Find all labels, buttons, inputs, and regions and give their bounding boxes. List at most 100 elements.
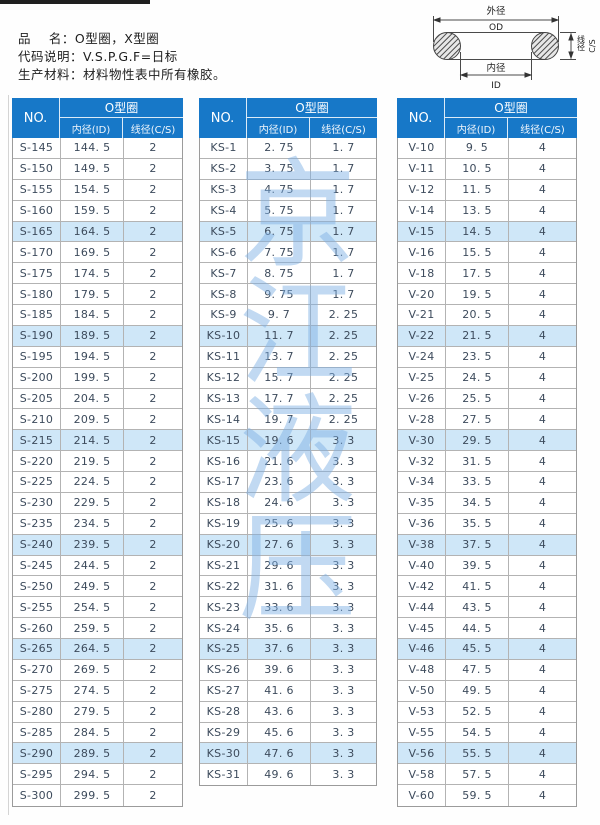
- cell-inner-diameter: 234. 5: [61, 513, 124, 534]
- cell-cross-section: 4: [538, 538, 547, 552]
- cell-cross-section: 2: [149, 204, 157, 218]
- cell-model-no: V-42: [398, 576, 446, 597]
- table-row: V-30 29. 5 4: [398, 430, 576, 452]
- cell-cross-section: 1. 7: [332, 287, 355, 301]
- cell-model-no: KS-7: [200, 263, 248, 284]
- cell-inner-diameter: 45. 5: [446, 639, 509, 659]
- cell-cross-section: 2: [149, 538, 157, 552]
- cell-cross-section: 1. 7: [332, 183, 355, 197]
- cell-cross-section: 2: [149, 224, 157, 238]
- table-row: V-36 35. 5 4: [398, 513, 576, 535]
- table-row: S-230 229. 5 2: [13, 492, 182, 514]
- cell-cross-section: 2: [149, 329, 157, 343]
- table-row: V-45 44. 5 4: [398, 618, 576, 639]
- cell-cross-section: 3. 3: [332, 454, 355, 468]
- cell-cross-section: 3. 3: [332, 475, 355, 489]
- cell-model-no: S-155: [13, 179, 61, 200]
- cell-model-no: S-230: [13, 492, 61, 513]
- cell-cross-section: 2: [149, 141, 157, 155]
- cell-inner-diameter: 159. 5: [61, 200, 124, 221]
- oring-dimension-diagram: 外径 OD 内径 ID 线径 C/S: [432, 5, 597, 91]
- cell-cross-section: 2: [149, 642, 157, 656]
- cell-cross-section: 4: [538, 663, 547, 677]
- table-row: S-270 269. 5 2: [13, 659, 182, 681]
- table-row: S-190 189. 5 2: [13, 325, 182, 347]
- table-row: KS-22 31. 6 3. 3: [200, 576, 376, 598]
- table-row: S-205 204. 5 2: [13, 388, 182, 410]
- cell-inner-diameter: 244. 5: [61, 555, 124, 576]
- cell-inner-diameter: 24. 5: [446, 367, 509, 388]
- cell-cross-section: 1. 7: [332, 141, 355, 155]
- cell-inner-diameter: 45. 6: [248, 722, 311, 743]
- cell-cross-section: 2: [149, 412, 157, 426]
- cell-cross-section: 4: [538, 162, 547, 176]
- cell-cross-section: 2. 25: [328, 350, 359, 364]
- table-row: S-250 249. 5 2: [13, 576, 182, 598]
- cell-cross-section: 4: [538, 287, 547, 301]
- cell-inner-diameter: 43. 6: [248, 701, 311, 722]
- cell-model-no: S-245: [13, 555, 61, 576]
- cell-model-no: KS-17: [200, 472, 248, 492]
- cell-cross-section: 3. 3: [332, 705, 355, 719]
- cell-inner-diameter: 21. 5: [446, 325, 509, 346]
- cell-inner-diameter: 299. 5: [61, 785, 124, 806]
- cell-inner-diameter: 37. 5: [446, 534, 509, 555]
- cell-inner-diameter: 11. 5: [446, 179, 509, 200]
- col-header-id: 内径(ID): [247, 118, 310, 138]
- cell-inner-diameter: 35. 5: [446, 513, 509, 534]
- v-series-rows: V-10 9. 5 4 V-11 10. 5 4 V-12 11. 5 4 V-…: [397, 138, 577, 807]
- cell-inner-diameter: 4. 75: [248, 179, 311, 200]
- id-label-cn: 内径: [486, 62, 506, 74]
- table-row: V-28 27. 5 4: [398, 409, 576, 431]
- cell-inner-diameter: 199. 5: [61, 367, 124, 388]
- cell-model-no: KS-20: [200, 534, 248, 555]
- cell-model-no: S-175: [13, 263, 61, 284]
- cell-inner-diameter: 144. 5: [61, 138, 124, 158]
- cell-inner-diameter: 39. 5: [446, 555, 509, 576]
- table-row: KS-15 19. 6 3. 3: [200, 430, 376, 452]
- cell-cross-section: 2: [149, 558, 157, 572]
- cell-inner-diameter: 34. 5: [446, 492, 509, 513]
- cell-cross-section: 4: [538, 454, 547, 468]
- cell-model-no: V-50: [398, 680, 446, 701]
- table-row: V-58 57. 5 4: [398, 764, 576, 786]
- table-row: S-240 239. 5 2: [13, 534, 182, 556]
- cell-cross-section: 3. 3: [332, 725, 355, 739]
- s-series-table: NO. O型圈 内径(ID) 线径(C/S) S-145 144. 5 2 S-…: [12, 98, 183, 807]
- table-row: KS-2 3. 75 1. 7: [200, 158, 376, 180]
- cell-model-no: V-48: [398, 659, 446, 680]
- table-row: KS-27 41. 6 3. 3: [200, 680, 376, 702]
- table-row: KS-11 13. 7 2. 25: [200, 346, 376, 368]
- table-row: S-295 294. 5 2: [13, 764, 182, 786]
- material-line: 生产材料：材料物性表中所有橡胶。: [18, 67, 227, 82]
- table-row: KS-26 39. 6 3. 3: [200, 659, 376, 681]
- table-row: S-195 194. 5 2: [13, 346, 182, 368]
- cell-inner-diameter: 8. 75: [248, 263, 311, 284]
- cell-model-no: V-11: [398, 158, 446, 179]
- table-row: KS-13 17. 7 2. 25: [200, 388, 376, 410]
- cell-model-no: V-44: [398, 597, 446, 618]
- table-row: S-210 209. 5 2: [13, 409, 182, 431]
- cell-model-no: V-24: [398, 346, 446, 367]
- cell-cross-section: 4: [538, 183, 547, 197]
- table-row: V-25 24. 5 4: [398, 367, 576, 389]
- cell-model-no: S-185: [13, 305, 61, 325]
- cell-inner-diameter: 13. 7: [248, 346, 311, 367]
- table-row: KS-21 29. 6 3. 3: [200, 555, 376, 577]
- cell-cross-section: 4: [538, 350, 547, 364]
- table-row: V-46 45. 5 4: [398, 639, 576, 660]
- cell-cross-section: 4: [538, 371, 547, 385]
- cell-model-no: KS-12: [200, 367, 248, 388]
- cell-model-no: V-20: [398, 284, 446, 304]
- cell-cross-section: 3. 3: [332, 600, 355, 614]
- cell-model-no: S-260: [13, 618, 61, 638]
- cell-model-no: V-18: [398, 263, 446, 284]
- table-row: S-300 299. 5 2: [13, 785, 182, 806]
- cell-inner-diameter: 11. 7: [248, 325, 311, 346]
- cell-model-no: V-32: [398, 451, 446, 471]
- cell-cross-section: 4: [538, 329, 547, 343]
- table-row: KS-25 37. 6 3. 3: [200, 639, 376, 660]
- table-row: V-56 55. 5 4: [398, 743, 576, 765]
- table-row: KS-30 47. 6 3. 3: [200, 743, 376, 765]
